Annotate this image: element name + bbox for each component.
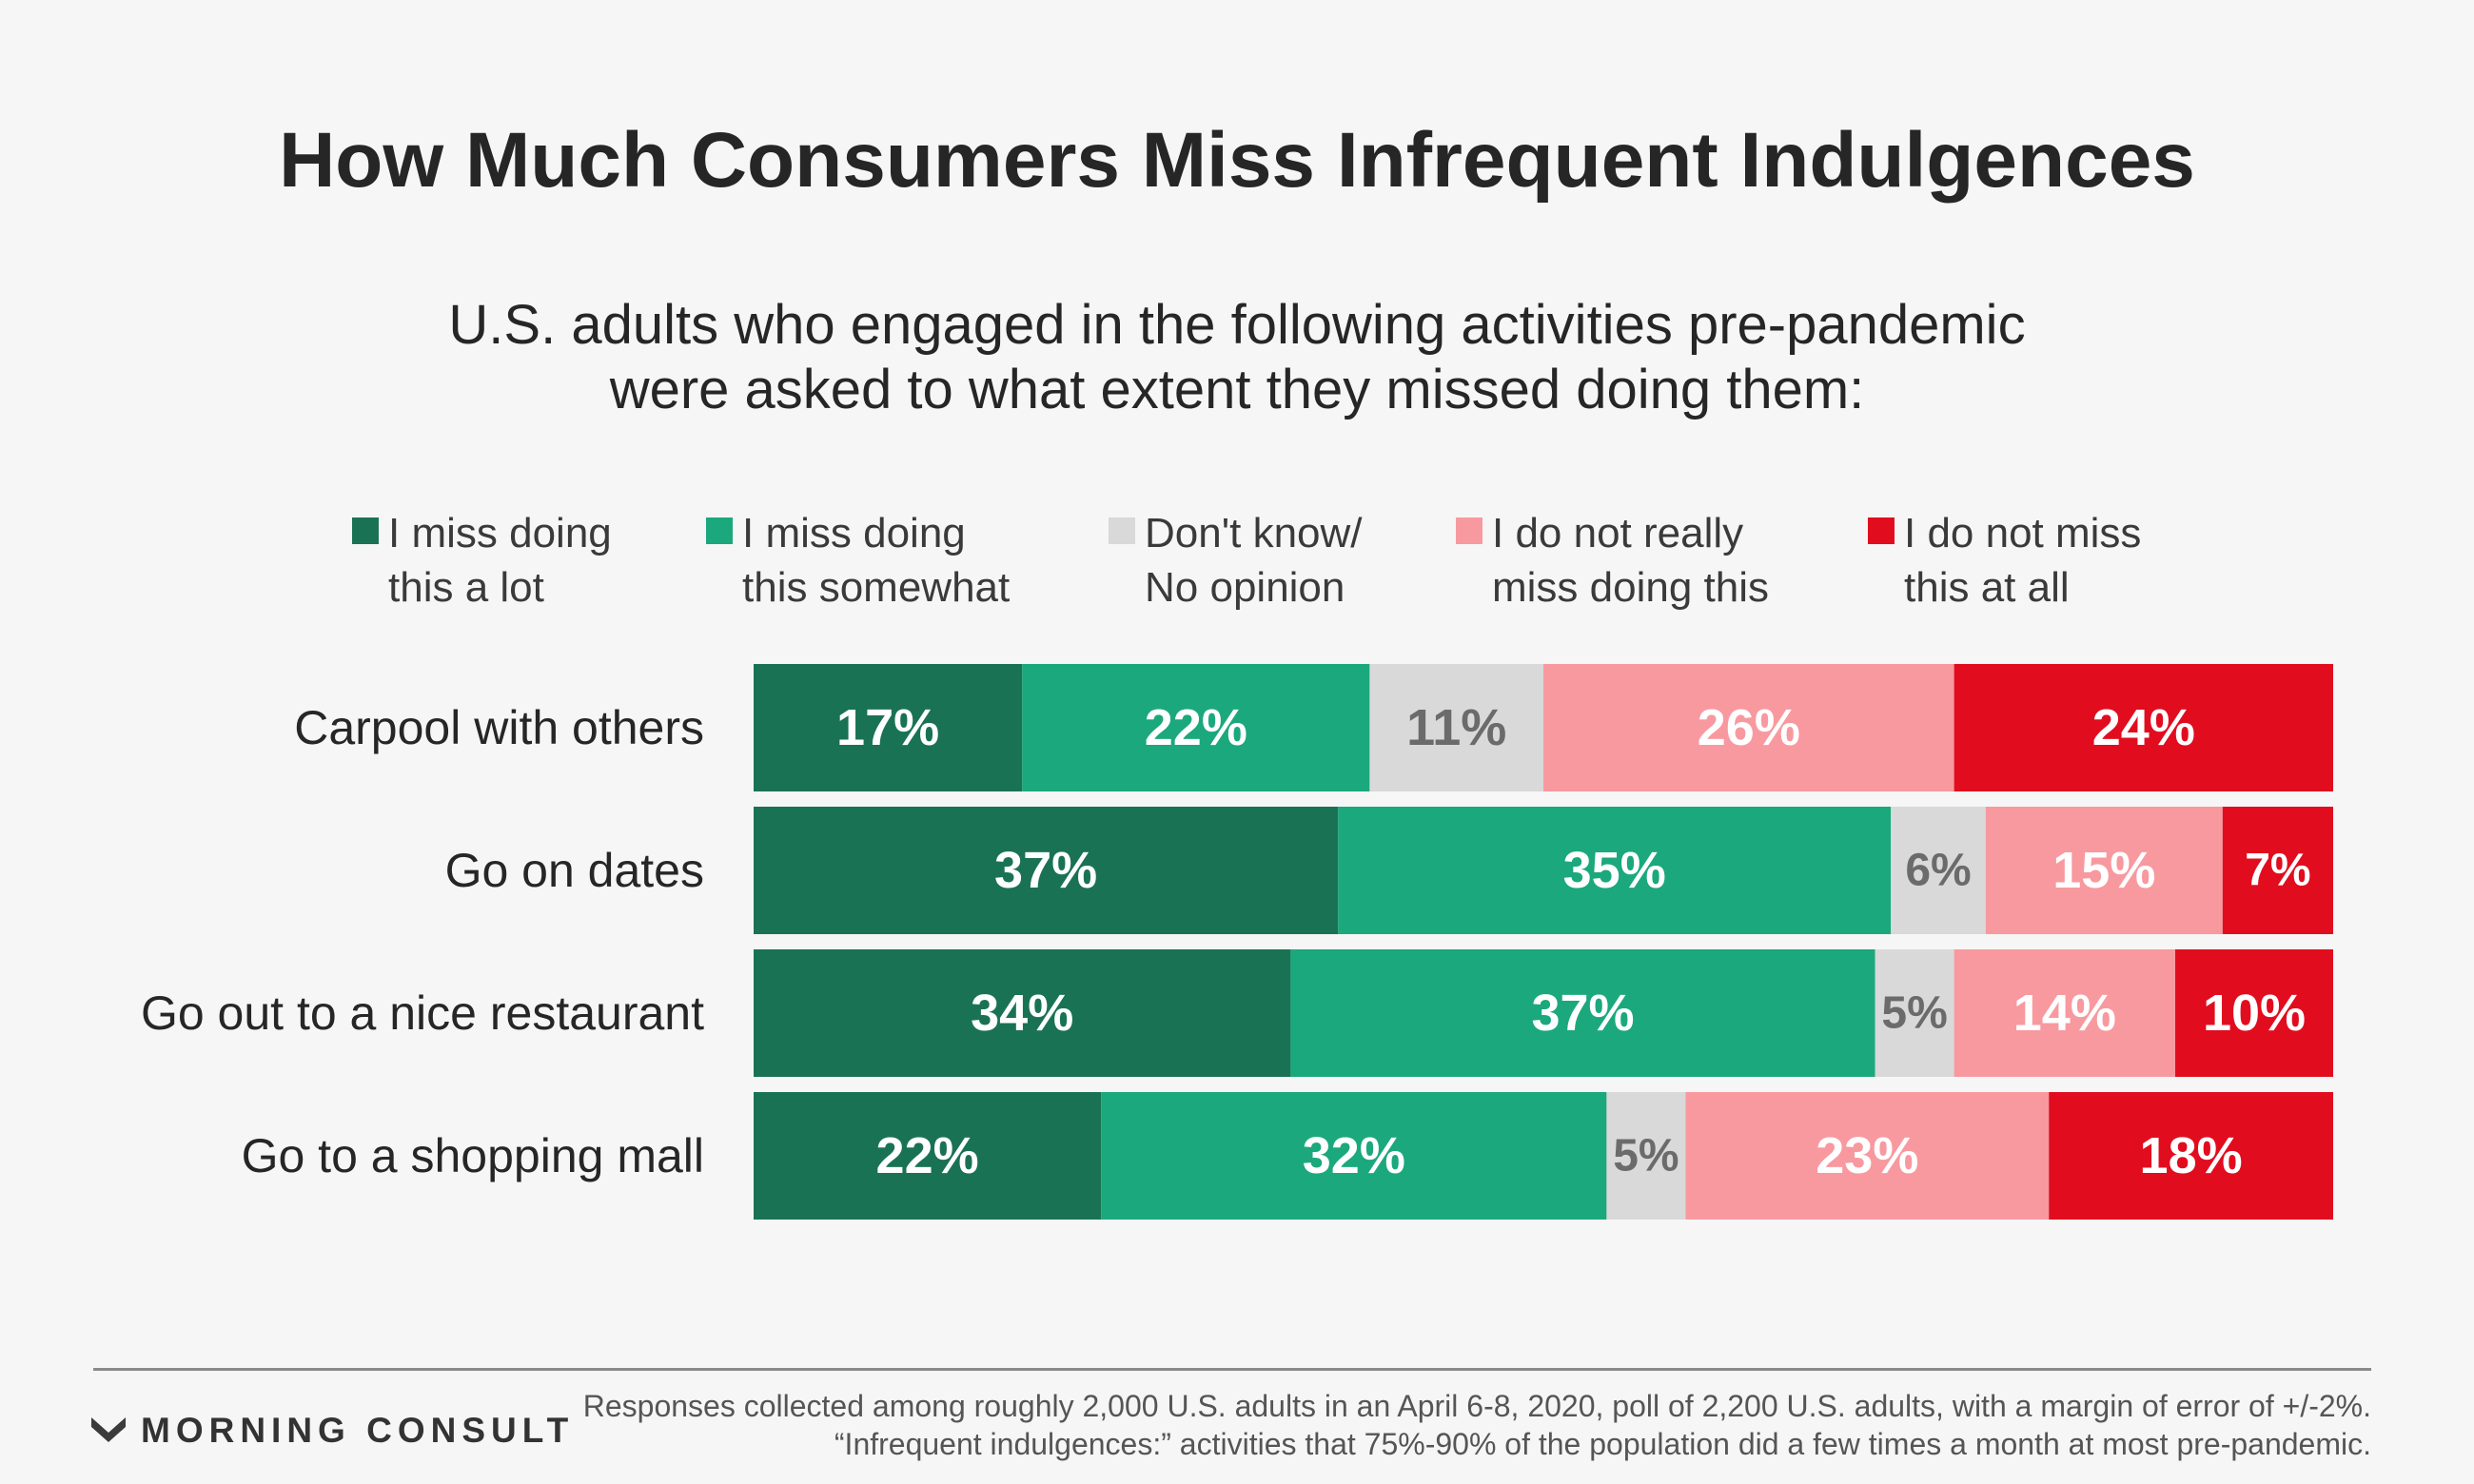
data-label-carpool-with-others-s1: 22%	[1145, 699, 1247, 756]
data-label-go-to-a-shopping-mall-s0: 22%	[876, 1127, 979, 1184]
bar-segment-carpool-with-others-s1	[1022, 664, 1370, 791]
data-label-go-on-dates-s2: 6%	[1905, 846, 1971, 896]
legend-label-not-at-all: I do not miss this at all	[1904, 510, 2142, 611]
data-label-go-to-a-shopping-mall-s3: 23%	[1816, 1127, 1918, 1184]
legend-swatch-not-at-all	[1868, 517, 1895, 544]
data-label-go-on-dates-s0: 37%	[994, 842, 1097, 899]
category-label-carpool-with-others: Carpool with others	[294, 701, 704, 754]
bar-segment-go-on-dates-s4	[2222, 807, 2333, 934]
data-label-go-out-to-a-nice-restaurant-s3: 14%	[2013, 985, 2116, 1042]
data-label-go-out-to-a-nice-restaurant-s4: 10%	[2203, 985, 2306, 1042]
bar-segment-go-on-dates-s0	[754, 807, 1339, 934]
bar-segment-go-on-dates-s1	[1338, 807, 1892, 934]
category-label-go-on-dates: Go on dates	[445, 844, 704, 897]
footnote: Responses collected among roughly 2,000 …	[582, 1389, 2371, 1461]
bar-segment-carpool-with-others-s4	[1954, 664, 2333, 791]
legend-swatch-miss-a-lot	[352, 517, 379, 544]
legend-label-miss-a-lot: I miss doing this a lot	[388, 510, 612, 611]
chart-title: How Much Consumers Miss Infrequent Indul…	[279, 117, 2195, 204]
data-label-go-to-a-shopping-mall-s4: 18%	[2140, 1127, 2243, 1184]
legend-swatch-not-really	[1456, 517, 1482, 544]
bar-segment-go-out-to-a-nice-restaurant-s2	[1875, 949, 1954, 1077]
bar-segment-go-to-a-shopping-mall-s3	[1685, 1092, 2050, 1220]
morning-consult-logo-icon	[91, 1417, 126, 1442]
legend-label-dont-know: Don't know/ No opinion	[1145, 510, 1363, 611]
bar-segment-go-to-a-shopping-mall-s2	[1606, 1092, 1686, 1220]
bar-segment-carpool-with-others-s3	[1543, 664, 1954, 791]
bar-segment-go-out-to-a-nice-restaurant-s0	[754, 949, 1291, 1077]
data-label-go-on-dates-s3: 15%	[2052, 842, 2155, 899]
bar-segment-go-out-to-a-nice-restaurant-s1	[1290, 949, 1875, 1077]
bar-segment-go-to-a-shopping-mall-s0	[754, 1092, 1102, 1220]
bar-segment-go-out-to-a-nice-restaurant-s3	[1954, 949, 2175, 1077]
bar-segment-go-to-a-shopping-mall-s4	[2049, 1092, 2333, 1220]
legend-swatch-dont-know	[1109, 517, 1135, 544]
footer-divider	[93, 1368, 2371, 1371]
bar-segment-go-out-to-a-nice-restaurant-s4	[2175, 949, 2333, 1077]
data-label-go-on-dates-s4: 7%	[2245, 846, 2310, 896]
bar-segment-carpool-with-others-s0	[754, 664, 1023, 791]
data-label-go-to-a-shopping-mall-s1: 32%	[1303, 1127, 1405, 1184]
bar-segment-go-to-a-shopping-mall-s1	[1101, 1092, 1607, 1220]
data-label-go-out-to-a-nice-restaurant-s2: 5%	[1881, 988, 1947, 1039]
bar-segment-carpool-with-others-s2	[1369, 664, 1543, 791]
legend-label-not-really: I do not really miss doing this	[1492, 510, 1770, 611]
stacked-bar-chart: Carpool with others 17% 22% 11% 26% 24% Go on …	[141, 664, 2333, 1220]
chart-subtitle: U.S. adults who engaged in the following…	[448, 294, 2026, 420]
data-label-go-out-to-a-nice-restaurant-s0: 34%	[971, 985, 1073, 1042]
bar-segment-go-on-dates-s2	[1891, 807, 1986, 934]
data-label-carpool-with-others-s0: 17%	[836, 699, 939, 756]
data-label-carpool-with-others-s3: 26%	[1698, 699, 1800, 756]
category-label-go-to-a-shopping-mall: Go to a shopping mall	[242, 1129, 704, 1182]
brand-name: MORNING CONSULT	[141, 1411, 575, 1450]
data-label-go-out-to-a-nice-restaurant-s1: 37%	[1531, 985, 1634, 1042]
legend-label-miss-somewhat: I miss doing this somewhat	[742, 510, 1011, 611]
bar-segment-go-on-dates-s3	[1985, 807, 2223, 934]
legend-swatch-miss-somewhat	[706, 517, 733, 544]
data-label-go-to-a-shopping-mall-s2: 5%	[1613, 1131, 1679, 1181]
data-label-carpool-with-others-s2: 11%	[1406, 699, 1506, 756]
data-label-go-on-dates-s1: 35%	[1563, 842, 1666, 899]
data-label-carpool-with-others-s4: 24%	[2092, 699, 2195, 756]
category-label-go-out-to-a-nice-restaurant: Go out to a nice restaurant	[141, 986, 704, 1040]
